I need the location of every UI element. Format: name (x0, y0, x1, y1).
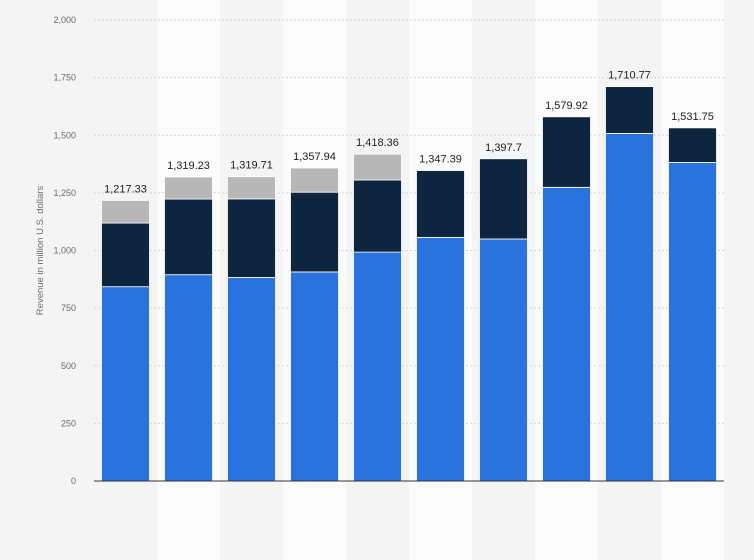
bar-segment-1-0 (101, 222, 150, 288)
bar-segment-0-0 (101, 286, 150, 482)
y-axis-label: Revenue in million U.S. dollars (35, 186, 46, 316)
bar-segment-1-5 (416, 170, 465, 238)
bar-segment-2-3 (290, 167, 339, 193)
bar-segment-2-2 (227, 176, 276, 200)
y-tick-label-1250: 1,250 (53, 188, 76, 198)
bar-segment-1-1 (164, 198, 213, 276)
bar-segment-0-3 (290, 271, 339, 482)
total-label-5: 1,347.39 (419, 154, 462, 166)
total-label-7: 1,579.92 (545, 100, 588, 112)
y-tick-label-500: 500 (61, 361, 76, 371)
total-label-4: 1,418.36 (356, 137, 399, 149)
y-tick-label-0: 0 (71, 476, 76, 486)
bar-segment-1-6 (479, 158, 528, 240)
y-tick-label-1500: 1,500 (53, 130, 76, 140)
total-label-1: 1,319.23 (167, 160, 210, 172)
bar-segment-1-3 (290, 191, 339, 273)
bar-segment-0-6 (479, 238, 528, 482)
total-label-3: 1,357.94 (293, 151, 336, 163)
bar-segment-1-2 (227, 198, 276, 278)
bar-segment-0-2 (227, 277, 276, 482)
bar-segment-2-1 (164, 176, 213, 200)
y-tick-label-250: 250 (61, 418, 76, 428)
bar-segment-1-9 (668, 127, 717, 163)
y-tick-label-1000: 1,000 (53, 246, 76, 256)
bar-segment-0-7 (542, 186, 591, 482)
bar-segment-0-9 (668, 162, 717, 482)
bar-segment-2-0 (101, 200, 150, 224)
bar-segment-1-4 (353, 179, 402, 253)
total-label-9: 1,531.75 (671, 111, 714, 123)
y-tick-label-750: 750 (61, 303, 76, 313)
total-label-6: 1,397.7 (485, 142, 522, 154)
bar-segment-2-4 (353, 153, 402, 181)
bar-segment-1-8 (605, 86, 654, 134)
y-tick-label-1750: 1,750 (53, 73, 76, 83)
bars (101, 86, 717, 482)
total-label-0: 1,217.33 (104, 183, 147, 195)
y-axis-ticks: 0 250 500 750 1,000 1,250 1,500 1,750 2,000 (53, 15, 76, 486)
bar-segment-0-4 (353, 251, 402, 482)
total-label-2: 1,319.71 (230, 160, 273, 172)
bar-segment-1-7 (542, 116, 591, 188)
bar-segment-0-5 (416, 236, 465, 482)
total-label-8: 1,710.77 (608, 70, 651, 82)
bar-segment-0-8 (605, 133, 654, 482)
bar-segment-0-1 (164, 274, 213, 482)
total-labels: 1,217.33 1,319.23 1,319.71 1,357.94 1,418.36… (104, 70, 714, 196)
y-tick-label-2000: 2,000 (53, 15, 76, 25)
